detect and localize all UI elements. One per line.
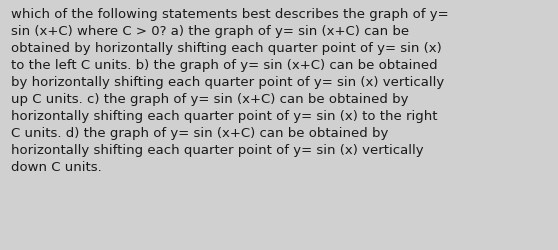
Text: which of the following statements best describes the graph of y=
sin (x+C) where: which of the following statements best d…	[11, 8, 449, 173]
